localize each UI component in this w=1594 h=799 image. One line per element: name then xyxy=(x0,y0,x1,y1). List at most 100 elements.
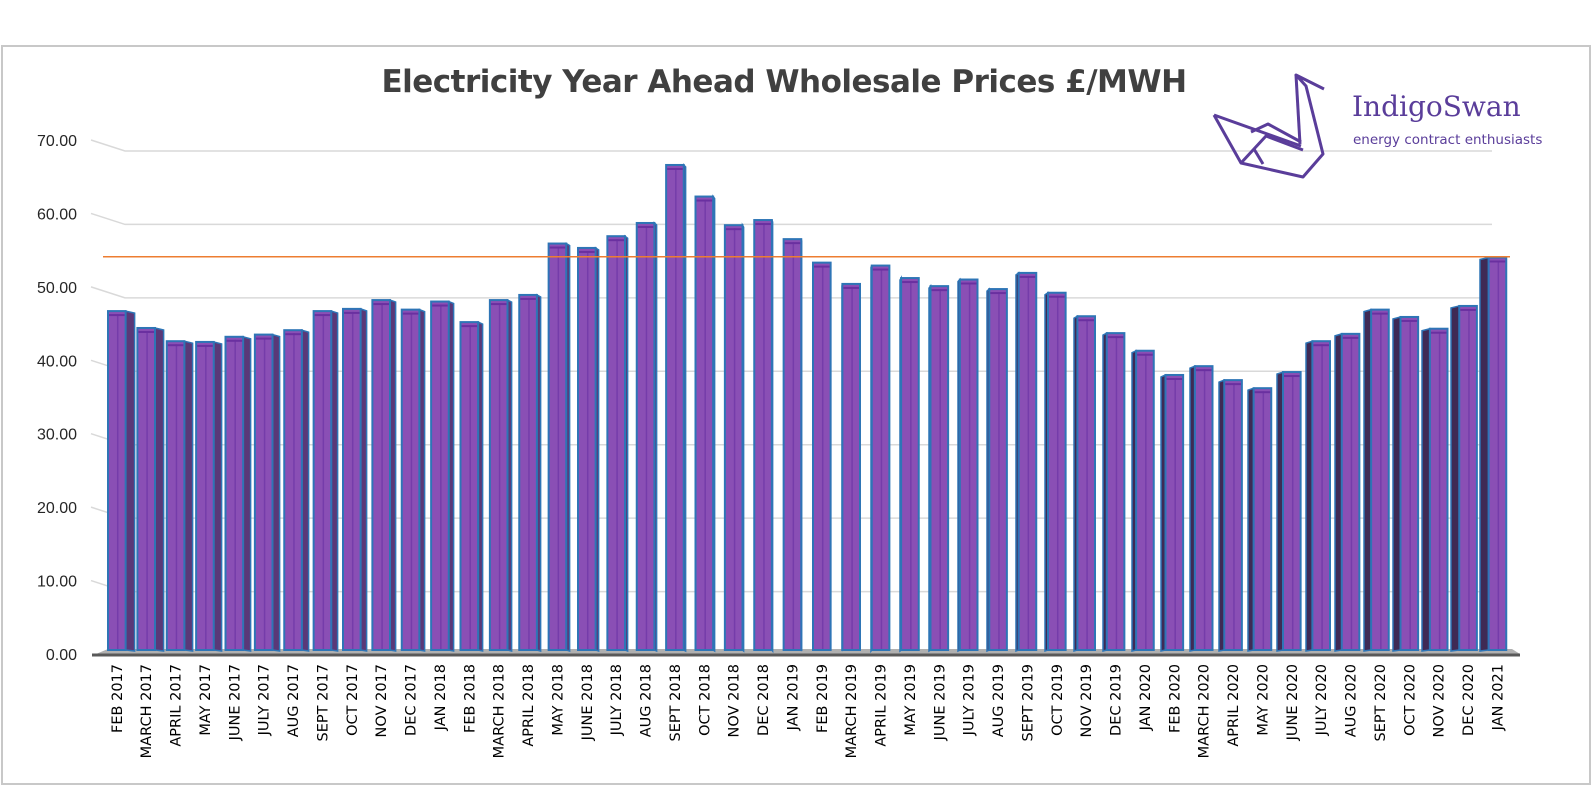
bar-front xyxy=(665,163,685,651)
y-tick-label: 10.00 xyxy=(37,574,77,591)
x-tick-label: FEB 2017 xyxy=(110,664,126,733)
x-tick-label: JUNE 2018 xyxy=(580,664,596,741)
x-tick-label: MAY 2018 xyxy=(550,664,566,736)
bar xyxy=(1131,349,1155,652)
bar xyxy=(1218,379,1243,652)
x-tick-label: NOV 2020 xyxy=(1432,664,1448,737)
bar-front xyxy=(1223,379,1243,651)
bar-front xyxy=(1370,308,1390,651)
bar-front xyxy=(342,307,362,651)
bar xyxy=(1392,315,1420,652)
x-tick-label: JAN 2021 xyxy=(1490,664,1506,731)
x-tick-label: NOV 2018 xyxy=(727,664,743,737)
bar-front xyxy=(430,300,450,651)
bar-front xyxy=(488,299,509,651)
y-tick-label: 40.00 xyxy=(37,353,77,370)
y-tick-label: 30.00 xyxy=(37,427,77,444)
bar-front xyxy=(1487,256,1508,651)
bar xyxy=(1160,373,1185,652)
bar-front xyxy=(782,238,803,651)
x-tick-label: JAN 2019 xyxy=(785,664,801,731)
y-tick-label: 0.00 xyxy=(46,647,77,664)
gridline xyxy=(90,139,1492,152)
bar-front xyxy=(1017,271,1038,651)
bar xyxy=(1044,291,1067,653)
x-tick-label: JULY 2019 xyxy=(962,664,978,736)
bar-front xyxy=(1047,291,1067,651)
x-tick-label: SEPT 2019 xyxy=(1020,664,1036,741)
bar xyxy=(107,310,136,652)
x-tick-label: SEPT 2017 xyxy=(315,664,331,741)
bar xyxy=(488,298,513,652)
x-tick-label: JULY 2017 xyxy=(257,664,273,736)
bar-front xyxy=(547,242,568,652)
bar xyxy=(195,340,223,652)
bar xyxy=(928,283,950,653)
x-tick-label: MAY 2020 xyxy=(1255,664,1271,736)
x-tick-label: FEB 2018 xyxy=(462,664,478,733)
x-tick-label: JUNE 2020 xyxy=(1285,664,1301,741)
bar xyxy=(694,194,716,653)
bar-front xyxy=(841,282,861,651)
bar xyxy=(812,261,832,651)
bar xyxy=(1479,256,1508,652)
bar-front xyxy=(1193,365,1214,651)
y-tick-label: 60.00 xyxy=(37,206,77,223)
bar-front xyxy=(635,221,656,652)
bar xyxy=(224,335,252,652)
bar-front xyxy=(136,326,156,651)
bar-front xyxy=(694,195,715,651)
bar xyxy=(723,222,745,653)
bar-side xyxy=(183,340,194,652)
x-tick-label: MARCH 2018 xyxy=(492,664,508,758)
x-tick-label: OCT 2020 xyxy=(1402,664,1418,736)
bar xyxy=(518,293,542,652)
bar-front xyxy=(900,277,920,651)
x-tick-label: APRIL 2018 xyxy=(521,664,537,747)
bar-side xyxy=(1363,308,1372,652)
bar xyxy=(665,163,687,653)
bar-front xyxy=(1076,315,1096,651)
x-tick-label: NOV 2019 xyxy=(1079,664,1095,737)
x-tick-label: AUG 2018 xyxy=(639,664,655,737)
x-tick-label: SEPT 2020 xyxy=(1373,664,1389,741)
bar-front xyxy=(1105,332,1126,651)
x-tick-label: OCT 2019 xyxy=(1050,664,1066,736)
logo-tagline: energy contract enthusiasts xyxy=(1353,132,1543,148)
bar xyxy=(870,264,891,654)
x-tick-label: SEPT 2018 xyxy=(668,664,684,741)
bar xyxy=(635,221,658,653)
bar-front xyxy=(400,308,421,651)
bar-front xyxy=(1282,371,1302,651)
bar-front xyxy=(1311,340,1331,651)
bar xyxy=(400,308,426,652)
bar-side xyxy=(1450,304,1460,652)
bar xyxy=(986,287,1008,653)
bar-side xyxy=(213,340,223,652)
bar-front xyxy=(929,285,950,651)
logo-name: IndigoSwan xyxy=(1352,90,1521,123)
bar-side xyxy=(301,329,310,652)
bar-side xyxy=(1392,315,1402,652)
bar-side xyxy=(1334,332,1343,652)
bar xyxy=(430,300,455,652)
bar-side xyxy=(1479,256,1490,652)
bar-front xyxy=(253,333,274,651)
x-tick-label: MAY 2019 xyxy=(903,664,919,736)
bar-front xyxy=(577,246,597,651)
bar-front xyxy=(723,224,744,651)
bar-side xyxy=(242,335,252,652)
x-tick-label: FEB 2020 xyxy=(1167,664,1183,733)
x-tick-label: JULY 2020 xyxy=(1314,664,1330,736)
bar xyxy=(1363,308,1390,652)
bar xyxy=(371,299,397,652)
y-axis-tick-labels: 0.00 10.00 20.00 30.00 40.00 50.00 60.00 70.00 xyxy=(37,133,77,664)
bar xyxy=(1334,332,1361,652)
x-tick-label: APRIL 2019 xyxy=(874,664,890,747)
x-tick-label: AUG 2017 xyxy=(286,664,302,737)
swan-logo-icon xyxy=(1212,73,1325,179)
bar xyxy=(1102,331,1126,652)
bar-side xyxy=(154,327,165,652)
bar-front xyxy=(988,288,1008,651)
gridline xyxy=(90,212,1492,226)
